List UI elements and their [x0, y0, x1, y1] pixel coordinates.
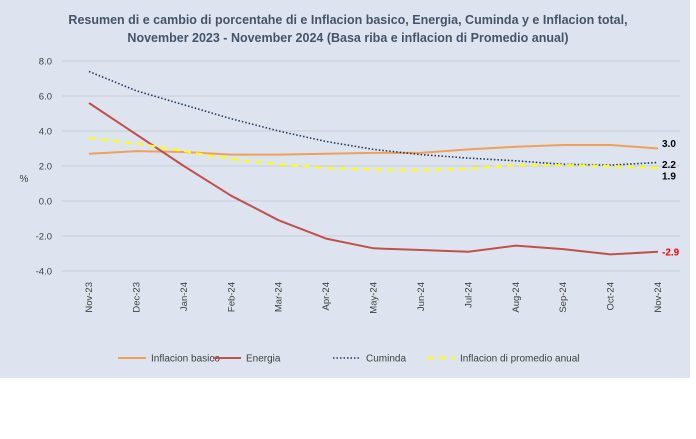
- y-axis-ticks: 8.0 6.0 4.0 2.0 0.0 -2.0 -4.0: [36, 57, 52, 278]
- chart-title: Resumen di e cambio di porcentahe di e I…: [68, 13, 627, 27]
- series-line-inflacion-di-promedio-anual: [88, 137, 659, 172]
- x-tick-label: Sep-24: [558, 282, 569, 313]
- x-tick-label: May-24: [369, 282, 380, 314]
- end-label: 2.2: [662, 160, 676, 171]
- line-chart: Resumen di e cambio di porcentahe di e I…: [20, 13, 680, 365]
- legend-label: Inflacion di promedio anual: [460, 354, 580, 365]
- x-tick-label: Dec-23: [131, 282, 142, 313]
- y-tick-label: 4.0: [39, 127, 52, 138]
- x-tick-label: Feb-24: [226, 282, 237, 312]
- legend: Inflacion basico Energia Cuminda Inflacion …: [118, 354, 580, 365]
- x-tick-label: Jun-24: [416, 282, 427, 311]
- y-axis-label: %: [20, 174, 29, 185]
- x-tick-label: Mar-24: [274, 282, 285, 312]
- legend-label: Cuminda: [366, 354, 406, 365]
- end-label: 1.9: [662, 171, 676, 182]
- chart-subtitle: November 2023 - November 2024 (Basa riba…: [127, 31, 568, 45]
- end-label: -2.9: [662, 247, 680, 258]
- y-tick-label: 0.0: [39, 197, 52, 208]
- x-tick-label: Aug-24: [511, 282, 522, 313]
- y-tick-label: 6.0: [39, 92, 52, 103]
- series-line-inflacion-basico: [88, 144, 659, 156]
- y-tick-label: -4.0: [36, 267, 52, 278]
- end-labels: 3.0 -2.9 2.21.9: [662, 139, 680, 258]
- series-lines: [88, 70, 659, 256]
- series-line-energia: [88, 102, 659, 256]
- y-tick-label: 8.0: [39, 57, 52, 68]
- x-tick-label: Jan-24: [179, 282, 190, 311]
- x-tick-label: Jul-24: [463, 282, 474, 308]
- y-tick-label: 2.0: [39, 162, 52, 173]
- gridlines: [62, 60, 680, 272]
- end-label: 3.0: [662, 139, 676, 150]
- x-tick-label: Nov-23: [84, 282, 95, 313]
- x-axis-ticks: Nov-23 Dec-23 Jan-24 Feb-24 Mar-24 Apr-24 May-…: [84, 282, 664, 314]
- legend-label: Energia: [246, 354, 281, 365]
- x-tick-label: Oct-24: [606, 282, 617, 311]
- legend-label: Inflacion basico: [151, 354, 220, 365]
- y-tick-label: -2.0: [36, 232, 52, 243]
- x-tick-label: Apr-24: [321, 282, 332, 311]
- chart-area: Resumen di e cambio di porcentahe di e I…: [0, 0, 690, 378]
- x-tick-label: Nov-24: [653, 282, 664, 313]
